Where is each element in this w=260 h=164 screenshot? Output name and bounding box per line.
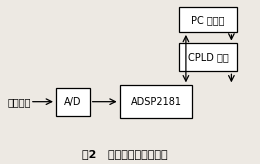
Text: A/D: A/D (64, 97, 82, 107)
Text: PC 机总线: PC 机总线 (191, 15, 225, 25)
Text: 语音信号: 语音信号 (8, 97, 31, 107)
Bar (179, 7, 237, 32)
Text: ADSP2181: ADSP2181 (131, 97, 181, 107)
Text: 图2   语音识别系统的构成: 图2 语音识别系统的构成 (82, 149, 168, 159)
Text: CPLD 译码: CPLD 译码 (188, 52, 228, 62)
Bar (120, 85, 192, 118)
Bar (56, 88, 90, 116)
Bar (179, 43, 237, 71)
